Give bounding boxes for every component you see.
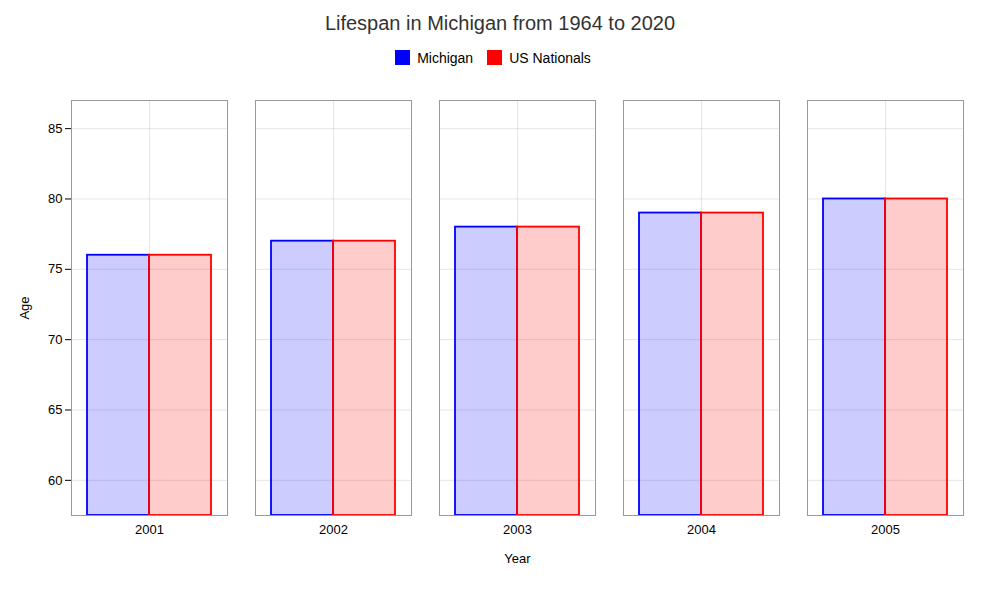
svg-text:Year: Year	[504, 551, 531, 566]
svg-text:2005: 2005	[871, 522, 900, 537]
svg-text:80: 80	[48, 191, 62, 206]
svg-text:85: 85	[48, 121, 62, 136]
svg-text:2001: 2001	[135, 522, 164, 537]
svg-text:70: 70	[48, 332, 62, 347]
html-text:US Nationals: US Nationals	[509, 49, 591, 66]
html-text:Lifespan in Michigan from 1964: Lifespan in Michigan from 1964 to 2020	[324, 12, 676, 34]
svg-text:2003: 2003	[503, 522, 532, 537]
svg-text:2002: 2002	[319, 522, 348, 537]
svg-text:60: 60	[48, 472, 62, 487]
svg-text:75: 75	[48, 261, 62, 276]
svg-text:2004: 2004	[687, 522, 716, 537]
svg-text:Age: Age	[17, 296, 32, 319]
svg-text:65: 65	[48, 402, 62, 417]
html-text:Michigan: Michigan	[417, 49, 474, 66]
